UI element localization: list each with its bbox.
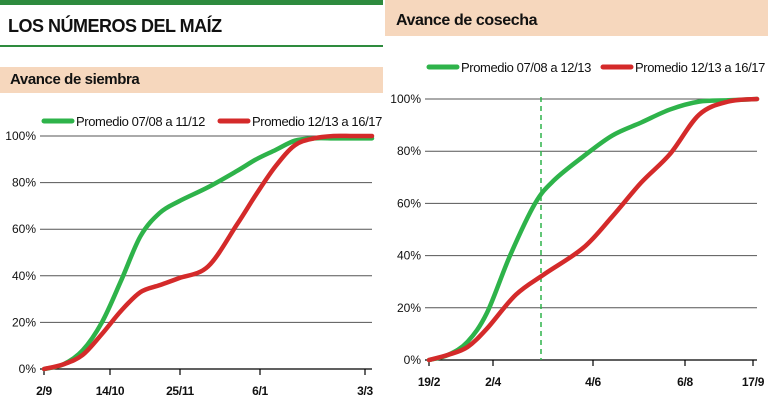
- series-line-1: [41, 135, 375, 372]
- left-panel-title: Avance de siembra: [10, 71, 140, 88]
- y-tick-label: 40%: [12, 269, 36, 283]
- sowing-progress-chart: Promedio 07/08 a 11/12 Promedio 12/13 a 1…: [5, 114, 382, 398]
- y-tick-label: 100%: [390, 92, 421, 106]
- right-panel-title: Avance de cosecha: [396, 12, 538, 29]
- title-rule: [0, 45, 383, 47]
- legend-label-1: Promedio 07/08 a 12/13: [461, 60, 591, 75]
- y-tick-label: 60%: [397, 196, 421, 210]
- x-tick-label: 4/6: [585, 375, 601, 389]
- y-tick-label: 0%: [404, 353, 422, 367]
- y-tick-label: 40%: [397, 249, 421, 263]
- y-tick-label: 20%: [397, 301, 421, 315]
- left-panel-header: Avance de siembra: [0, 67, 383, 93]
- x-tick-label: 3/3: [357, 384, 373, 398]
- y-tick-label: 80%: [397, 144, 421, 158]
- y-tick-label: 60%: [12, 222, 36, 236]
- x-tick-label: 25/11: [166, 384, 194, 398]
- y-tick-label: 20%: [12, 315, 36, 329]
- y-tick-label: 80%: [12, 176, 36, 190]
- harvest-progress-chart: Promedio 07/08 a 12/13 Promedio 12/13 a 1…: [390, 60, 765, 389]
- x-tick-label: 2/9: [36, 384, 52, 398]
- x-tick-label: 19/2: [418, 375, 441, 389]
- right-panel-header: [384, 0, 768, 36]
- legend-label-2: Promedio 12/13 a 16/17: [252, 114, 382, 129]
- legend-label-1: Promedio 07/08 a 11/12: [76, 114, 205, 129]
- y-tick-label: 100%: [5, 129, 36, 143]
- x-tick-label: 17/9: [742, 375, 765, 389]
- series-line-2: [41, 133, 375, 372]
- page-title: LOS NÚMEROS DEL MAÍZ: [8, 16, 222, 36]
- y-tick-label: 0%: [19, 362, 37, 376]
- series-line-1: [426, 96, 760, 363]
- x-tick-label: 6/1: [252, 384, 268, 398]
- x-tick-label: 14/10: [96, 384, 125, 398]
- panel-divider: [383, 0, 385, 415]
- legend-label-2: Promedio 12/13 a 16/17: [635, 60, 765, 75]
- top-accent-bar-left: [0, 0, 383, 5]
- series-line-2: [426, 96, 760, 363]
- x-tick-label: 6/8: [677, 375, 693, 389]
- x-tick-label: 2/4: [485, 375, 501, 389]
